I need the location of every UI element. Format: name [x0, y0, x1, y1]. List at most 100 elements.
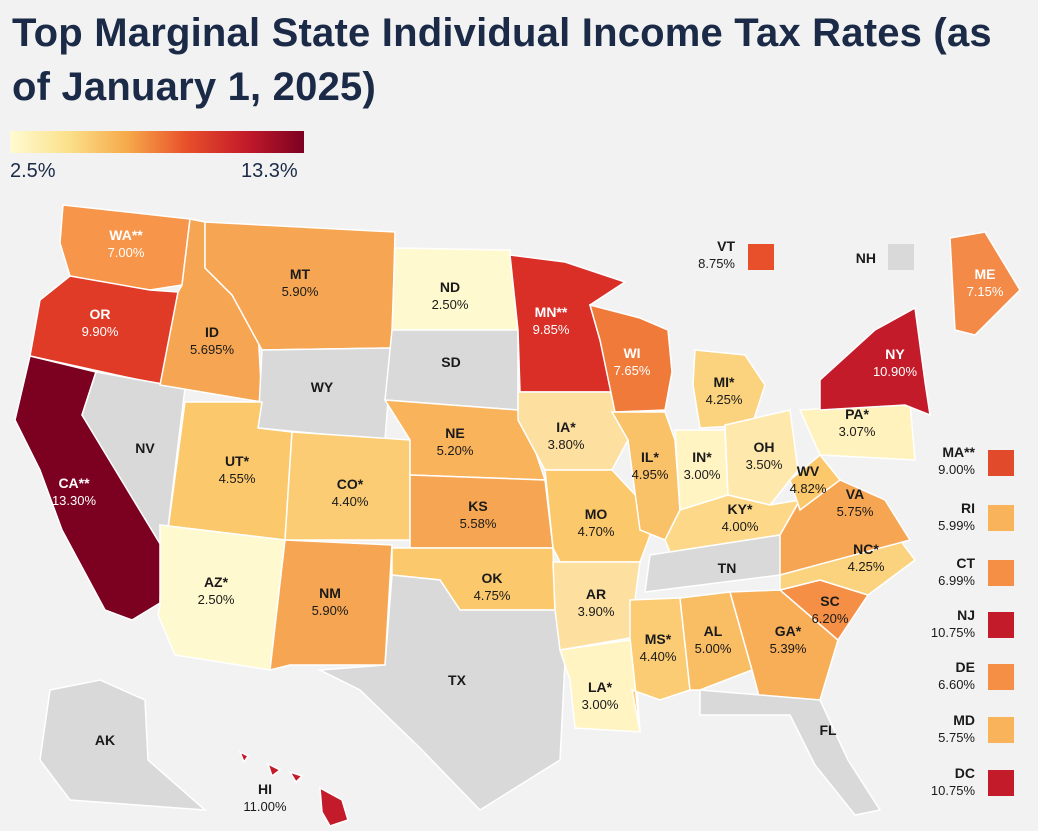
state-rate-ok: 4.75% — [474, 588, 511, 603]
state-label-ks: KS — [468, 498, 487, 514]
state-rate-co: 4.40% — [332, 494, 369, 509]
state-rate-nd: 2.50% — [432, 297, 469, 312]
state-label-ny: NY — [885, 346, 905, 362]
state-rate-md: 5.75% — [938, 730, 975, 745]
state-rate-nm: 5.90% — [312, 603, 349, 618]
state-rate-nc: 4.25% — [848, 559, 885, 574]
state-rate-me: 7.15% — [967, 284, 1004, 299]
state-label-nc: NC* — [853, 541, 879, 557]
state-label-ar: AR — [586, 586, 606, 602]
state-rate-al: 5.00% — [695, 641, 732, 656]
swatch-md — [988, 717, 1014, 743]
state-label-nm: NM — [319, 585, 341, 601]
state-rate-hi: 11.00% — [243, 799, 287, 814]
state-label-nv: NV — [135, 440, 155, 456]
state-rate-mo: 4.70% — [578, 524, 615, 539]
state-rate-ks: 5.58% — [460, 516, 497, 531]
state-tx — [317, 574, 566, 811]
state-rate-ca: 13.30% — [52, 493, 97, 508]
state-ak — [39, 679, 208, 811]
state-label-in: IN* — [692, 449, 712, 465]
state-sd — [384, 329, 519, 411]
state-hi — [238, 750, 349, 827]
state-label-pa: PA* — [845, 406, 869, 422]
state-fl — [699, 689, 882, 816]
state-label-nj: NJ — [957, 607, 975, 623]
state-rate-or: 9.90% — [82, 324, 119, 339]
state-label-dc: DC — [955, 765, 975, 781]
state-rate-wa: 7.00% — [108, 245, 145, 260]
state-rate-mn: 9.85% — [533, 322, 570, 337]
state-label-wy: WY — [311, 379, 334, 395]
state-label-ok: OK — [482, 570, 503, 586]
state-label-wv: WV — [797, 463, 820, 479]
state-label-mo: MO — [585, 506, 608, 522]
state-label-tn: TN — [718, 560, 737, 576]
state-label-oh: OH — [754, 439, 775, 455]
swatch-de — [988, 664, 1014, 690]
state-label-md: MD — [953, 712, 975, 728]
swatch-dc — [988, 770, 1014, 796]
state-label-ri: RI — [961, 500, 975, 516]
state-rate-mi: 4.25% — [706, 392, 743, 407]
map-title: Top Marginal State Individual Income Tax… — [12, 11, 992, 109]
state-label-ga: GA* — [775, 623, 802, 639]
state-rate-ct: 6.99% — [938, 573, 975, 588]
state-al — [679, 591, 753, 691]
state-label-ms: MS* — [645, 631, 672, 647]
state-label-co: CO* — [337, 476, 364, 492]
state-rate-la: 3.00% — [582, 697, 619, 712]
state-label-ne: NE — [445, 425, 464, 441]
state-label-il: IL* — [641, 449, 659, 465]
state-rate-de: 6.60% — [938, 677, 975, 692]
state-rate-sc: 6.20% — [812, 611, 849, 626]
scale-min-label: 2.5% — [10, 160, 56, 182]
state-label-tx: TX — [448, 672, 467, 688]
state-label-ma: MA** — [942, 444, 975, 460]
state-label-ia: IA* — [556, 419, 576, 435]
state-rate-ne: 5.20% — [437, 443, 474, 458]
swatch-ri — [988, 505, 1014, 531]
state-rate-vt: 8.75% — [698, 256, 735, 271]
state-label-az: AZ* — [204, 574, 229, 590]
state-label-ct: CT — [956, 555, 975, 571]
state-rate-il: 4.95% — [632, 467, 669, 482]
state-rate-nj: 10.75% — [931, 625, 976, 640]
swatch-vt — [748, 244, 774, 270]
state-me — [949, 231, 1021, 336]
state-rate-ny: 10.90% — [873, 364, 918, 379]
state-label-de: DE — [956, 659, 975, 675]
scale-max-label: 13.3% — [241, 160, 298, 182]
state-label-id: ID — [205, 324, 219, 340]
state-label-la: LA* — [588, 679, 613, 695]
swatch-ma — [988, 450, 1014, 476]
state-oh — [724, 409, 799, 506]
state-label-sd: SD — [441, 354, 460, 370]
state-rate-ma: 9.00% — [938, 462, 975, 477]
state-label-ca: CA** — [58, 475, 90, 491]
state-label-wi: WI — [623, 345, 640, 361]
state-rate-id: 5.695% — [190, 342, 235, 357]
state-wi — [588, 303, 673, 413]
color-scale-bar — [10, 131, 304, 153]
state-label-wa: WA** — [109, 227, 143, 243]
state-label-hi: HI — [258, 781, 272, 797]
state-ar — [552, 561, 641, 651]
swatch-nh — [888, 244, 914, 270]
state-rate-ky: 4.00% — [722, 519, 759, 534]
state-rate-va: 5.75% — [837, 504, 874, 519]
state-ny — [819, 306, 931, 417]
state-label-ak: AK — [95, 732, 115, 748]
state-label-nd: ND — [440, 279, 460, 295]
state-mo — [544, 469, 653, 563]
state-label-al: AL — [704, 623, 723, 639]
swatch-ct — [988, 560, 1014, 586]
state-label-ut: UT* — [225, 453, 250, 469]
state-label-mn: MN** — [535, 304, 568, 320]
state-rate-in: 3.00% — [684, 467, 721, 482]
state-rate-az: 2.50% — [198, 592, 235, 607]
state-label-or: OR — [90, 306, 111, 322]
state-rate-wi: 7.65% — [614, 363, 651, 378]
state-rate-ms: 4.40% — [640, 649, 677, 664]
state-wv — [789, 453, 842, 512]
